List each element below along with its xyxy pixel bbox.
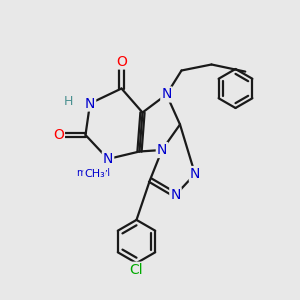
Text: N: N — [170, 188, 181, 202]
Text: N: N — [85, 97, 95, 110]
Text: H: H — [64, 94, 73, 108]
Text: O: O — [116, 55, 127, 68]
Text: N: N — [190, 167, 200, 181]
Text: N: N — [103, 152, 113, 166]
Text: methyl: methyl — [76, 167, 110, 178]
Text: N: N — [157, 143, 167, 157]
Text: Cl: Cl — [130, 263, 143, 277]
Text: methyl: methyl — [94, 165, 128, 176]
Text: N: N — [161, 88, 172, 101]
Text: O: O — [53, 128, 64, 142]
Text: CH₃: CH₃ — [84, 169, 105, 179]
